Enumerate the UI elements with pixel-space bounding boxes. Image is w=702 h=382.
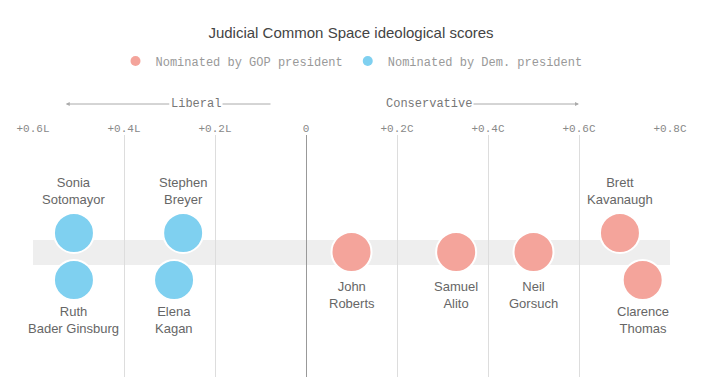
svg-text:+0.2L: +0.2L <box>198 123 231 135</box>
svg-text:StephenBreyer: StephenBreyer <box>159 175 207 207</box>
svg-text:BrettKavanaugh: BrettKavanaugh <box>587 175 653 207</box>
svg-text:SoniaSotomayor: SoniaSotomayor <box>42 175 106 207</box>
svg-text:Judicial Common Space ideologi: Judicial Common Space ideological scores <box>208 24 493 41</box>
svg-text:+0.6C: +0.6C <box>562 123 595 135</box>
svg-text:ElenaKagan: ElenaKagan <box>155 304 193 336</box>
svg-text:+0.4C: +0.4C <box>471 123 504 135</box>
svg-text:+0.4L: +0.4L <box>107 123 140 135</box>
svg-text:Nominated by GOP president: Nominated by GOP president <box>156 56 343 70</box>
svg-text:RuthBader Ginsburg: RuthBader Ginsburg <box>28 304 119 336</box>
svg-text:+0.6L: +0.6L <box>16 123 49 135</box>
svg-text:Conservative: Conservative <box>386 97 472 111</box>
svg-text:Nominated by Dem. president: Nominated by Dem. president <box>388 56 582 70</box>
svg-text:+0.8C: +0.8C <box>653 123 686 135</box>
svg-text:JohnRoberts: JohnRoberts <box>329 279 375 311</box>
svg-text:SamuelAlito: SamuelAlito <box>434 279 478 311</box>
svg-text:NeilGorsuch: NeilGorsuch <box>509 279 558 311</box>
svg-text:0: 0 <box>303 123 310 135</box>
svg-text:ClarenceThomas: ClarenceThomas <box>617 304 669 336</box>
svg-text:+0.2C: +0.2C <box>380 123 413 135</box>
svg-text:Liberal: Liberal <box>171 97 221 111</box>
